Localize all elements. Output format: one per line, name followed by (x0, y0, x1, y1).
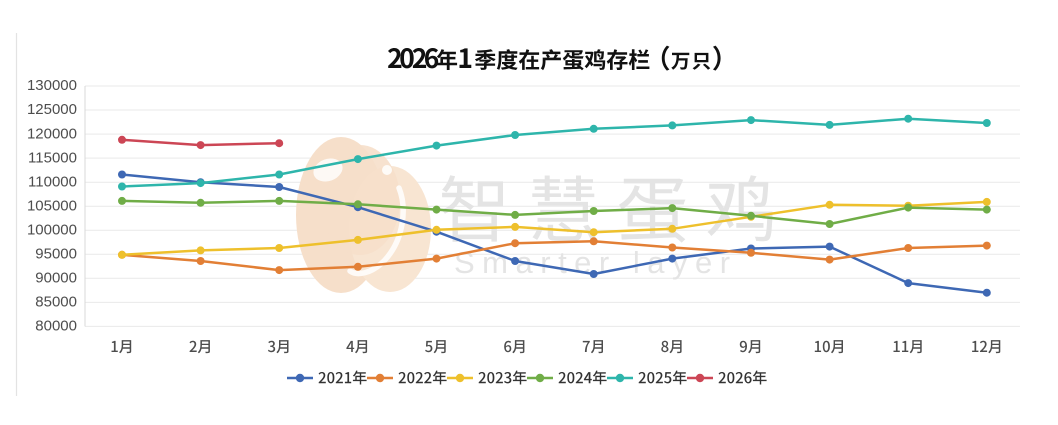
svg-text:90000: 90000 (35, 270, 77, 287)
svg-text:110000: 110000 (28, 173, 77, 190)
svg-text:125000: 125000 (27, 101, 77, 118)
svg-text:130000: 130000 (27, 77, 77, 94)
svg-text:85000: 85000 (35, 294, 77, 311)
svg-text:80000: 80000 (35, 318, 77, 335)
svg-text:115000: 115000 (28, 149, 77, 166)
svg-text:95000: 95000 (35, 246, 77, 263)
svg-text:120000: 120000 (27, 125, 77, 142)
svg-text:105000: 105000 (27, 197, 77, 214)
svg-text:100000: 100000 (27, 221, 77, 238)
